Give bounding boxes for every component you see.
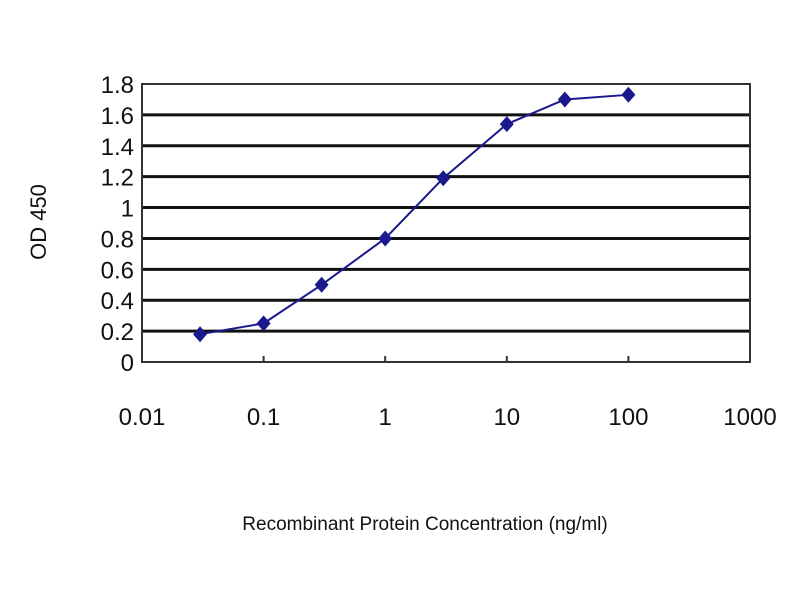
- gridlines: [142, 113, 750, 333]
- data-point: [621, 86, 636, 103]
- y-tick-label: 0: [121, 350, 134, 377]
- y-axis-ticks: 0 0.2 0.4 0.6 0.8 1 1.2 1.4 1.6 1.8: [101, 72, 134, 377]
- x-axis-ticks: 0.01 0.1 1 10 100 1000: [119, 356, 777, 431]
- x-tick-label: 1000: [723, 404, 776, 431]
- data-point: [314, 276, 329, 293]
- y-tick-label: 0.2: [101, 319, 134, 346]
- x-tick-label: 100: [608, 404, 648, 431]
- x-tick-label: 1: [379, 404, 392, 431]
- data-point: [193, 326, 208, 343]
- series-line: [199, 93, 629, 336]
- series: [193, 86, 636, 343]
- y-tick-label: 0.6: [101, 257, 134, 284]
- y-axis-label: OD 450: [26, 184, 51, 260]
- data-point: [256, 315, 271, 332]
- y-tick-label: 1: [121, 196, 134, 223]
- data-point: [436, 170, 451, 187]
- data-point: [378, 230, 393, 247]
- x-tick-label: 10: [493, 404, 520, 431]
- y-tick-label: 0.4: [101, 288, 134, 315]
- data-point: [557, 91, 572, 108]
- data-point: [499, 116, 514, 133]
- x-tick-label: 0.01: [119, 404, 166, 431]
- x-tick-label: 0.1: [247, 404, 280, 431]
- y-tick-label: 1.8: [101, 72, 134, 99]
- y-tick-label: 1.4: [101, 134, 134, 161]
- plot-area: [141, 83, 751, 363]
- y-tick-label: 0.8: [101, 226, 134, 253]
- x-axis-label: Recombinant Protein Concentration (ng/ml…: [242, 514, 607, 535]
- y-tick-label: 1.6: [101, 103, 134, 130]
- y-tick-label: 1.2: [101, 165, 134, 192]
